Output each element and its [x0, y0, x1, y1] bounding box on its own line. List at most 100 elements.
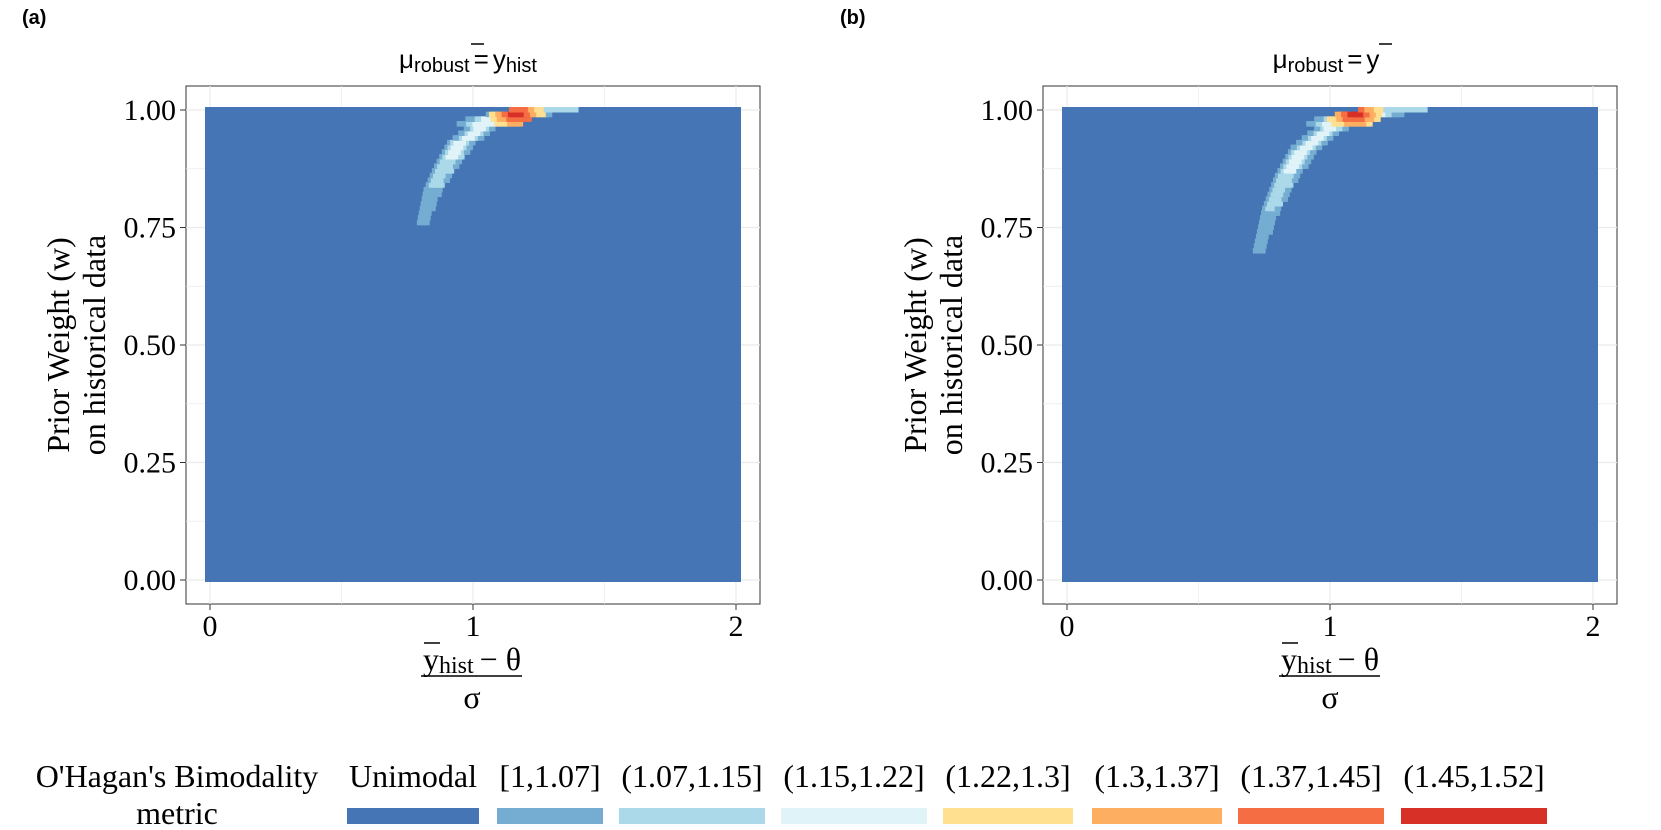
x-label-numerator: y: [423, 641, 439, 677]
bimodal-cell: [1262, 233, 1269, 240]
x-label-numerator-sub: hist: [439, 653, 474, 679]
panel-b-y-tick-label: 0.25: [981, 447, 1034, 480]
panel-a-y-axis-label-line1: Prior Weight (w): [40, 237, 76, 452]
bimodal-cell: [1309, 149, 1317, 155]
bimodal-cell: [1302, 163, 1309, 169]
legend-swatch: [497, 808, 603, 824]
panel-a-unimodal-fill: [205, 107, 741, 582]
legend-item-label: (1.07,1.15]: [621, 758, 762, 794]
bimodal-cell: [1273, 210, 1281, 216]
bimodal-cell: [1266, 229, 1273, 235]
panel-b-title: μrobust = y: [1273, 44, 1380, 77]
legend-swatch: [781, 808, 927, 824]
legend-title-line1: O'Hagan's Bimodality: [36, 758, 319, 794]
bimodal-cell: [1283, 191, 1290, 198]
panel-b-x-tick-label: 0: [1060, 610, 1075, 643]
legend: O'Hagan's Bimodality metric Unimodal [1,…: [36, 758, 1547, 830]
bimodal-cell: [423, 219, 430, 226]
bimodal-cell: [1269, 215, 1276, 221]
panel-label-a: (a): [22, 7, 46, 29]
bimodal-cell: [1374, 116, 1381, 122]
bimodal-cell: [430, 201, 437, 207]
x-label-numerator: y: [1281, 641, 1297, 677]
legend-item-label: [1,1.07]: [499, 758, 600, 794]
legend-swatch: [1092, 808, 1222, 824]
panel-a-x-tick-label: 0: [203, 610, 218, 643]
bimodal-cell: [431, 196, 438, 202]
legend-items: Unimodal [1,1.07] (1.07,1.15] (1.15,1.22…: [347, 758, 1547, 824]
svg-text:yhist− θ: yhist − θ: [423, 641, 521, 679]
bimodal-cell: [447, 168, 455, 174]
bimodal-cell: [443, 177, 451, 183]
bimodal-cell: [545, 111, 553, 118]
bimodal-cell: [429, 205, 436, 212]
bimodal-cell: [466, 144, 473, 151]
x-label-denominator: σ: [463, 679, 480, 715]
bimodal-cell: [1259, 248, 1266, 254]
bimodal-cell: [1261, 238, 1268, 245]
panel-a: μrobust = yhist 0.00 0.25 0.50 0.75 1.00 0…: [40, 43, 761, 715]
panel-b-y-tick-label: 0.00: [981, 564, 1034, 597]
panel-b-y-tick-label: 0.75: [981, 212, 1034, 245]
panel-a-title: μrobust = yhist: [399, 44, 537, 77]
legend-title-line2: metric: [136, 795, 218, 830]
panel-a-y-tick-label: 0.75: [124, 212, 177, 245]
bimodal-cell: [424, 215, 431, 221]
bimodal-cell: [452, 163, 460, 169]
bimodal-cell: [1315, 144, 1323, 151]
panel-b-x-tick-label: 2: [1586, 610, 1601, 643]
panel-label-b: (b): [840, 7, 866, 29]
bimodal-cell: [469, 139, 476, 146]
panel-a-x-axis-label: yhist − θ σ: [421, 641, 522, 715]
bimodal-cell: [572, 107, 579, 113]
bimodal-cell: [1342, 125, 1349, 132]
bimodal-cell: [1267, 224, 1274, 230]
bimodal-cell: [463, 149, 471, 155]
panel-a-x-tick-label: 2: [729, 610, 744, 643]
legend-item-label: Unimodal: [349, 758, 477, 794]
panel-a-x-tick-label: 1: [466, 610, 481, 643]
bimodal-cell: [1286, 182, 1294, 188]
bimodal-cell: [1268, 219, 1275, 226]
bimodal-cell: [1366, 121, 1373, 127]
legend-swatch: [619, 808, 765, 824]
panel-a-x-ticks: 0 1 2: [203, 610, 744, 643]
bimodal-cell: [1421, 107, 1428, 113]
bimodal-cell: [1304, 158, 1312, 165]
legend-swatch: [943, 808, 1073, 824]
panel-a-y-ticks: 0.00 0.25 0.50 0.75 1.00: [124, 94, 177, 597]
bimodal-cell: [489, 125, 496, 132]
panel-a-y-tick-label: 1.00: [124, 94, 177, 127]
x-label-numerator-rest: − θ: [480, 641, 521, 677]
bimodal-cell: [1293, 172, 1301, 179]
legend-item-label: (1.3,1.37]: [1094, 758, 1219, 794]
bimodal-cell: [1321, 139, 1328, 146]
panel-b-x-tick-label: 1: [1323, 610, 1338, 643]
bimodal-cell: [1281, 196, 1288, 202]
bimodal-cell: [458, 154, 465, 160]
bimodal-cell: [1326, 135, 1334, 141]
bimodal-cell: [438, 182, 445, 188]
legend-item-label: (1.45,1.52]: [1403, 758, 1544, 794]
panel-b-x-axis-label: yhist − θ σ: [1279, 641, 1380, 715]
panel-b: μrobust = y 0.00 0.25 0.50 0.75 1.00 0 1 2…: [897, 43, 1618, 715]
bimodal-cell: [1276, 201, 1283, 207]
panel-a-y-tick-label: 0.25: [124, 447, 177, 480]
panel-a-y-tick-label: 0.00: [124, 564, 177, 597]
legend-swatch: [1238, 808, 1384, 824]
svg-text:yhist− θ: yhist − θ: [1281, 641, 1379, 679]
panel-b-y-ticks: 0.00 0.25 0.50 0.75 1.00: [981, 94, 1034, 597]
panel-b-y-axis-label-line1: Prior Weight (w): [897, 237, 933, 452]
bimodal-cell: [1260, 243, 1267, 249]
legend-item-label: (1.37,1.45]: [1240, 758, 1381, 794]
panel-b-y-tick-label: 0.50: [981, 329, 1034, 362]
panel-b-x-ticks: 0 1 2: [1060, 610, 1601, 643]
bimodal-cell: [425, 210, 432, 216]
panel-b-y-tick-label: 1.00: [981, 94, 1034, 127]
bimodal-cell: [1397, 111, 1405, 118]
x-label-numerator-rest: − θ: [1338, 641, 1379, 677]
bimodal-cell: [435, 191, 442, 198]
bimodal-cell: [1296, 168, 1303, 174]
panel-b-bimodal-band: [1252, 107, 1428, 254]
